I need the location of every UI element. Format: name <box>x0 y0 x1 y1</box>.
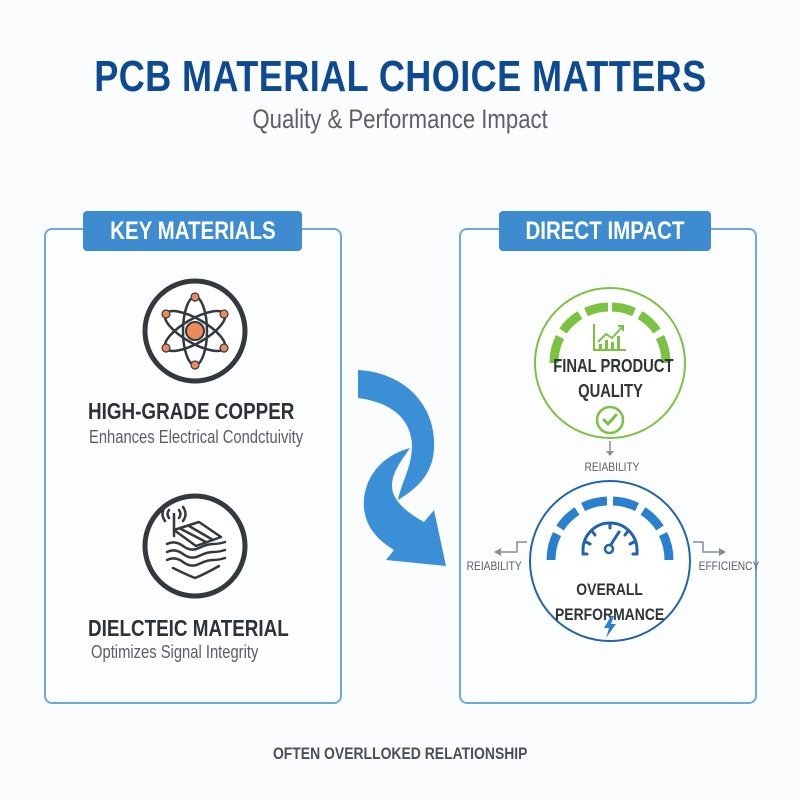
key-materials-tab: KEY MATERIALS <box>83 211 302 251</box>
down-arrow-icon <box>606 441 614 456</box>
direct-impact-tab: DIRECT IMPACT <box>499 211 711 251</box>
reliability-label-top: REIABILITY <box>584 460 640 474</box>
atom-icon <box>142 278 248 384</box>
reliability-label-left: REIABILITY <box>466 559 522 573</box>
performance-label: OVERALL PERFORMANCE <box>555 580 665 624</box>
left-connector-arrow <box>494 541 527 556</box>
speedometer-icon <box>581 521 639 556</box>
efficiency-label: EFFICIENCY <box>698 559 760 573</box>
dielectric-layers-icon <box>142 493 248 599</box>
page-subtitle: Quality & Performance Impact <box>252 104 548 134</box>
check-circle-icon <box>595 405 625 435</box>
material-desc-copper: Enhances Electrical Condctuivity <box>89 427 304 447</box>
footer-caption: OFTEN OVERLLOKED RELATIONSHIP <box>272 744 528 763</box>
right-connector-arrow <box>693 541 726 556</box>
growth-chart-icon <box>593 324 626 351</box>
material-title-copper: HIGH-GRADE COPPER <box>88 398 295 424</box>
material-desc-dielectric: Optimizes Signal Integrity <box>91 642 259 662</box>
curved-arrow-icon <box>358 370 446 566</box>
page-title: PCB MATERIAL CHOICE MATTERS <box>93 52 707 101</box>
quality-label: FINAL PRODUCT QUALITY <box>553 356 674 401</box>
performance-gauge-circle <box>529 480 691 642</box>
lightning-icon <box>604 616 616 638</box>
material-title-dielectric: DIELCTEIC MATERIAL <box>88 615 289 641</box>
quality-gauge-circle <box>534 287 686 439</box>
